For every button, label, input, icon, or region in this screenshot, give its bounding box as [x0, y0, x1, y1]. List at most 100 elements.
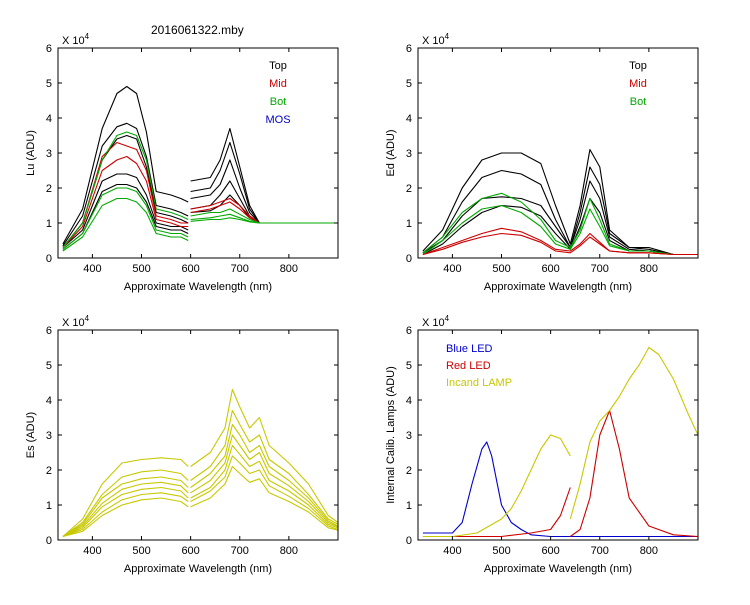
series-line-lu-0-0: [62, 85, 189, 245]
x-tick-label: 700: [591, 545, 609, 557]
y-tick-label: 5: [46, 360, 52, 372]
x-tick-label: 800: [280, 263, 298, 275]
series-line-lu-4-0: [62, 183, 189, 250]
y-tick-label: 1: [46, 500, 52, 512]
y-tick-label: 1: [406, 218, 412, 230]
x-tick-label: 600: [541, 263, 559, 275]
y-tick-label: 4: [46, 113, 52, 125]
legend-entry: Bot: [270, 96, 287, 108]
series-line-es-4-1: [190, 444, 338, 529]
legend-entry: Mid: [269, 78, 287, 90]
y-tick-label: 4: [406, 395, 412, 407]
y-exponent: 4: [85, 32, 90, 41]
y-tick-label: 4: [46, 395, 52, 407]
series-line-ed-0-0: [422, 148, 698, 256]
y-tick-label: 0: [406, 253, 412, 265]
series-line-lamps-2-0: [422, 434, 571, 538]
x-tick-label: 400: [83, 545, 101, 557]
x-axis-label: Approximate Wavelength (nm): [484, 281, 632, 293]
y-tick-label: 0: [46, 535, 52, 547]
y-multiplier: X 104: [62, 32, 90, 47]
y-axis-label: Internal Calib. Lamps (ADU): [385, 366, 397, 504]
y-tick-label: 1: [46, 218, 52, 230]
series-group: [422, 346, 698, 538]
y-tick-label: 1: [406, 500, 412, 512]
series-group: [422, 148, 698, 256]
y-tick-label: 4: [406, 113, 412, 125]
legend-entry: Incand LAMP: [446, 377, 512, 389]
legend-entry: Bot: [630, 96, 647, 108]
y-tick-label: 3: [406, 430, 412, 442]
y-tick-label: 6: [406, 43, 412, 55]
y-axis-label: Ed (ADU): [385, 129, 397, 176]
y-exponent: 4: [445, 32, 450, 41]
legend-entry: Mid: [629, 78, 647, 90]
series-line-es-4-0: [62, 486, 189, 538]
series-line-es-2-0: [62, 476, 189, 537]
y-tick-label: 3: [46, 148, 52, 160]
series-line-es-6-0: [62, 497, 189, 538]
x-axis-label: Approximate Wavelength (nm): [124, 563, 272, 575]
series-line-lu-4-1: [190, 194, 338, 224]
series-line-lu-2-1: [190, 159, 338, 224]
x-tick-label: 600: [541, 545, 559, 557]
series-line-es-3-0: [62, 481, 189, 537]
series-line-lamps-1-0: [422, 487, 571, 538]
y-tick-label: 2: [406, 465, 412, 477]
series-line-es-1-0: [62, 469, 189, 537]
series-line-es-0-0: [62, 457, 189, 537]
series-line-es-0-1: [190, 388, 338, 523]
y-tick-label: 6: [46, 43, 52, 55]
y-tick-label: 5: [46, 78, 52, 90]
series-line-lu-1-0: [62, 122, 189, 247]
y-axis-label: Lu (ADU): [25, 130, 37, 176]
series-line-es-5-1: [190, 455, 338, 531]
y-tick-label: 3: [406, 148, 412, 160]
x-tick-label: 400: [443, 545, 461, 557]
series-group: [62, 85, 338, 252]
x-tick-label: 400: [443, 263, 461, 275]
series-line-ed-7-0: [422, 232, 698, 256]
legend-entry: Top: [269, 60, 287, 72]
series-line-lamps-2-1: [569, 346, 698, 520]
y-tick-label: 0: [46, 253, 52, 265]
legend-entry: MOS: [265, 114, 290, 126]
series-line-lu-8-1: [190, 213, 338, 224]
series-line-lamps-0-0: [422, 441, 698, 538]
series-line-es-6-1: [190, 465, 338, 531]
y-tick-label: 2: [406, 183, 412, 195]
chart-ed: 400 500 600 700 800 0 1 2 3 4 5 6 X 104 Approximate W…: [385, 32, 699, 293]
series-line-lu-5-0: [62, 141, 189, 248]
y-multiplier: X 104: [62, 314, 90, 329]
series-line-lu-8-0: [62, 187, 189, 250]
y-axis-label: Es (ADU): [25, 412, 37, 458]
chart-lu: 400 500 600 700 800 0 1 2 3 4 5 6 X 104 Approximate W…: [25, 32, 339, 293]
series-line-lu-0-1: [190, 127, 338, 224]
y-multiplier: X 104: [422, 32, 450, 47]
x-tick-label: 700: [591, 263, 609, 275]
series-line-ed-5-0: [422, 204, 698, 256]
series-line-lamps-1-1: [569, 409, 698, 538]
y-tick-label: 0: [406, 535, 412, 547]
x-tick-label: 800: [640, 263, 658, 275]
x-tick-label: 400: [83, 263, 101, 275]
figure-title: 2016061322.mby: [151, 23, 244, 37]
x-tick-label: 500: [132, 263, 150, 275]
legend-entry: Top: [629, 60, 647, 72]
y-tick-label: 5: [406, 78, 412, 90]
series-line-lu-7-1: [190, 208, 338, 224]
series-line-es-3-1: [190, 434, 338, 528]
y-tick-label: 6: [406, 325, 412, 337]
series-line-lu-6-0: [62, 155, 189, 248]
y-exponent: 4: [85, 314, 90, 323]
x-axis-label: Approximate Wavelength (nm): [484, 563, 632, 575]
legend-entry: Blue LED: [446, 343, 493, 355]
y-tick-label: 2: [46, 183, 52, 195]
x-tick-label: 600: [181, 263, 199, 275]
series-line-lu-3-0: [62, 173, 189, 248]
y-tick-label: 2: [46, 465, 52, 477]
y-tick-label: 5: [406, 360, 412, 372]
x-tick-label: 600: [181, 545, 199, 557]
x-axis-label: Approximate Wavelength (nm): [124, 281, 272, 293]
series-line-lu-9-0: [62, 197, 189, 252]
